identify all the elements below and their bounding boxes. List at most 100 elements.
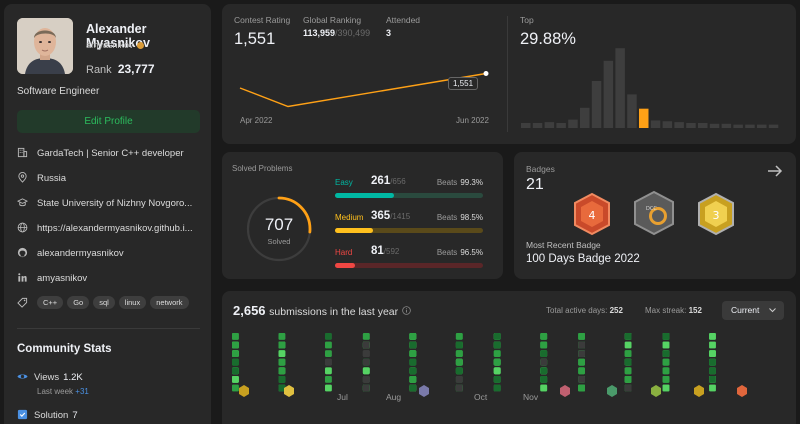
- beats-label: Beats: [436, 178, 458, 187]
- heatmap-cell: [325, 341, 332, 349]
- heatmap-cell: [540, 376, 548, 383]
- submissions-header: 2,656 submissions in the last year: [233, 303, 411, 318]
- heatmap-cell: [409, 358, 417, 366]
- heatmap-cell: [624, 333, 632, 340]
- heatmap-cell: [540, 358, 548, 366]
- easy-total: /656: [390, 177, 406, 186]
- submission-heatmap[interactable]: Jul Aug Oct Nov: [232, 333, 784, 424]
- edit-profile-button[interactable]: Edit Profile: [17, 110, 200, 133]
- divider: [507, 16, 508, 132]
- histogram-bar: [768, 124, 779, 128]
- attended-label: Attended: [386, 15, 421, 25]
- histogram-bar: [674, 122, 684, 128]
- github-info[interactable]: alexandermyasnikov: [17, 247, 124, 259]
- skill-tag[interactable]: network: [150, 296, 189, 309]
- heatmap-cell: [540, 367, 548, 375]
- heatmap-cell: [409, 367, 417, 375]
- arrow-right-icon[interactable]: [767, 164, 783, 178]
- profile-name: Alexander Myasnikov: [86, 22, 150, 50]
- rank-label: Rank: [86, 64, 112, 76]
- max-streak-value: 152: [688, 306, 702, 315]
- histogram-bar: [580, 107, 590, 128]
- heatmap-cell: [709, 358, 716, 366]
- medium-count-value: 365: [371, 210, 391, 222]
- badge-marker-icon: [419, 385, 429, 397]
- rating-line: [239, 72, 487, 108]
- badge-50-days-icon[interactable]: 3: [696, 192, 736, 236]
- heatmap-cell: [362, 341, 370, 349]
- year-dropdown[interactable]: Current: [722, 301, 784, 320]
- website-info[interactable]: https://alexandermyasnikov.github.i...: [17, 222, 193, 234]
- heatmap-cell: [325, 350, 332, 357]
- skill-tag[interactable]: linux: [118, 296, 147, 309]
- views-stat: Views 1.2K: [17, 371, 83, 383]
- divider: [17, 328, 200, 329]
- profile-card: Alexander Myasnikov amyasnikov Rank 23,7…: [4, 4, 211, 424]
- skill-tag[interactable]: sql: [93, 296, 115, 309]
- contest-rating-label: Contest Rating: [234, 15, 291, 25]
- linkedin-link[interactable]: amyasnikov: [37, 273, 88, 284]
- medium-total: /1415: [390, 212, 411, 221]
- heatmap-cell: [493, 367, 501, 375]
- badge-marker-icon: [284, 385, 294, 397]
- skill-tag[interactable]: C++: [37, 296, 64, 309]
- top-label: Top: [520, 15, 534, 25]
- badge-100-days-icon[interactable]: 4: [572, 192, 612, 236]
- medium-label: Medium: [335, 213, 364, 222]
- heatmap-cell: [624, 367, 632, 375]
- solved-title: Solved Problems: [232, 164, 293, 173]
- rating-line-chart[interactable]: [234, 64, 502, 114]
- profile-role: Software Engineer: [17, 86, 100, 97]
- heatmap-cell: [662, 376, 670, 383]
- heatmap-cell: [493, 358, 501, 366]
- histogram-bar: [603, 60, 614, 128]
- heatmap-cell: [232, 358, 239, 366]
- heatmap-cell: [540, 333, 548, 340]
- linkedin-info[interactable]: amyasnikov: [17, 272, 87, 284]
- histogram-bar: [639, 108, 649, 128]
- easy-count: 261/656: [371, 175, 406, 187]
- heatmap-cell: [409, 384, 417, 392]
- heatmap-cell: [409, 341, 417, 349]
- building-icon: [17, 147, 28, 158]
- company-info: GardaTech | Senior C++ developer: [17, 147, 184, 159]
- github-link[interactable]: alexandermyasnikov: [37, 248, 124, 259]
- heatmap-cell: [455, 358, 463, 366]
- info-icon[interactable]: [402, 306, 411, 315]
- heatmap-cell: [578, 367, 585, 375]
- heatmap-cell: [455, 341, 463, 349]
- heatmap-cell: [662, 367, 670, 375]
- badge-text: DCC: [646, 206, 657, 212]
- company-text: GardaTech | Senior C++ developer: [37, 148, 184, 159]
- submissions-card: 2,656 submissions in the last year Total…: [222, 291, 796, 424]
- heatmap-cell: [362, 367, 370, 375]
- heatmap-cell: [624, 384, 632, 392]
- tag-icon: [17, 297, 28, 308]
- contest-card: Contest Rating 1,551 Global Ranking 113,…: [222, 4, 796, 144]
- website-link[interactable]: https://alexandermyasnikov.github.i...: [37, 223, 193, 234]
- skill-tag[interactable]: Go: [67, 296, 90, 309]
- histogram-bar: [662, 121, 673, 128]
- avatar[interactable]: [17, 18, 73, 74]
- chevron-down-icon: [769, 308, 776, 313]
- heatmap-cell: [325, 376, 332, 383]
- badge-marker-icon: [737, 385, 747, 397]
- heatmap-cell: [325, 367, 332, 375]
- heatmap-cell: [662, 384, 670, 392]
- heatmap-cell: [232, 367, 239, 375]
- heatmap-cell: [662, 358, 670, 366]
- heatmap-cell: [409, 376, 417, 383]
- heatmap-cell: [709, 341, 716, 349]
- histogram-bar: [686, 122, 696, 128]
- heatmap-cell: [709, 367, 716, 375]
- histogram-bar: [532, 122, 543, 128]
- histogram-bar: [721, 123, 732, 128]
- easy-beats-value: 99.3%: [460, 178, 483, 187]
- views-sub: Last week +31: [37, 387, 89, 396]
- badge-dcc-icon[interactable]: DCC: [632, 190, 676, 236]
- heatmap-cell: [362, 376, 370, 383]
- ranking-histogram[interactable]: [521, 44, 783, 128]
- heatmap-cell: [624, 358, 632, 366]
- submissions-count: 2,656: [233, 303, 266, 318]
- dropdown-value: Current: [731, 305, 760, 315]
